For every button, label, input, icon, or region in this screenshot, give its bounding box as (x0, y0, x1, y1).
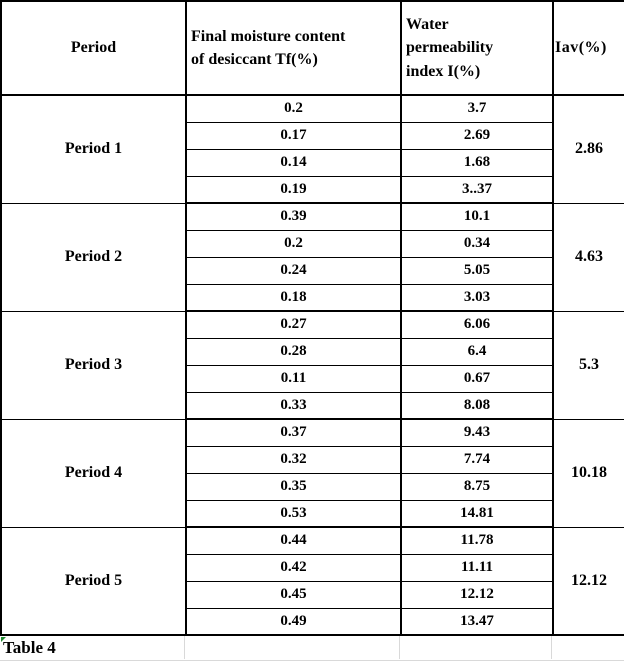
table-row: Period 5 0.44 11.78 12.12 (0, 527, 624, 636)
i-value-cell: 1.68 (400, 149, 553, 177)
table-row: 0.53 14.81 (1, 500, 624, 528)
tf-value-cell: 0.2 (185, 230, 401, 258)
table-row: 0.49 13.47 (1, 608, 624, 636)
table-row: Period 1 0.2 3.7 2.86 (0, 95, 624, 204)
tf-value-cell: 0.32 (185, 446, 401, 474)
table-row: 0.42 11.11 (1, 554, 624, 582)
i-value-cell: 8.75 (400, 473, 553, 501)
tf-value-cell: 0.45 (185, 581, 401, 609)
tf-value-cell: 0.19 (185, 176, 401, 204)
period-cell: Period 3 (0, 311, 186, 420)
table-row: 0.24 5.05 (1, 257, 624, 285)
i-value-cell: 11.11 (400, 554, 553, 582)
table-row: 0.11 0.67 (1, 365, 624, 393)
tf-value-cell: 0.18 (185, 284, 401, 312)
tf-value-cell: 0.53 (185, 500, 401, 528)
gridline (551, 636, 552, 659)
tf-value-cell: 0.14 (185, 149, 401, 177)
iav-cell: 4.63 (552, 203, 624, 312)
tf-value-cell: 0.35 (185, 473, 401, 501)
tf-value-cell: 0.42 (185, 554, 401, 582)
period-cell: Period 4 (0, 419, 186, 528)
tf-value-cell: 0.49 (185, 608, 401, 636)
i-value-cell: 2.69 (400, 122, 553, 150)
gridline (184, 636, 185, 659)
table-caption: Table 4 (3, 638, 56, 657)
tf-value-cell: 0.33 (185, 392, 401, 420)
i-value-cell: 5.05 (400, 257, 553, 285)
gridline (399, 636, 400, 659)
table-row: 0.14 1.68 (1, 149, 624, 177)
iav-cell: 2.86 (552, 95, 624, 204)
i-value-cell: 12.12 (400, 581, 553, 609)
tf-value-cell: 0.17 (185, 122, 401, 150)
tf-value-cell: 0.24 (185, 257, 401, 285)
iav-cell: 10.18 (552, 419, 624, 528)
tf-value-cell: 0.44 (185, 527, 401, 555)
table-row: Period 4 0.37 9.43 10.18 (0, 419, 624, 528)
i-value-cell: 10.1 (400, 203, 553, 231)
header-cell-period: Period (0, 1, 186, 96)
iav-cell: 12.12 (552, 527, 624, 636)
tf-value-cell: 0.27 (185, 311, 401, 339)
i-value-cell: 3..37 (400, 176, 553, 204)
table-row: 0.45 12.12 (1, 581, 624, 609)
i-value-cell: 9.43 (400, 419, 553, 447)
table-header-row: Period Final moisture content of desicca… (0, 1, 624, 96)
table-row: 0.35 8.75 (1, 473, 624, 501)
table-row: 0.19 3..37 (1, 176, 624, 204)
i-value-cell: 14.81 (400, 500, 553, 528)
i-value-cell: 6.4 (400, 338, 553, 366)
period-cell: Period 2 (0, 203, 186, 312)
period-cell: Period 1 (0, 95, 186, 204)
comment-marker-icon (1, 637, 6, 642)
table-row: 0.2 0.34 (1, 230, 624, 258)
i-value-cell: 0.67 (400, 365, 553, 393)
header-cell-iav: Iav(%) (552, 1, 624, 96)
i-value-cell: 3.03 (400, 284, 553, 312)
table-row: Period 2 0.39 10.1 4.63 (0, 203, 624, 312)
table-row: 0.17 2.69 (1, 122, 624, 150)
table-row: Period 3 0.27 6.06 5.3 (0, 311, 624, 420)
tf-value-cell: 0.39 (185, 203, 401, 231)
data-table: Period Final moisture content of desicca… (0, 0, 624, 636)
header-cell-tf: Final moisture content of desiccant Tf(%… (185, 1, 401, 96)
i-value-cell: 8.08 (400, 392, 553, 420)
table-row: 0.33 8.08 (1, 392, 624, 420)
table-row: 0.28 6.4 (1, 338, 624, 366)
i-value-cell: 7.74 (400, 446, 553, 474)
i-value-cell: 3.7 (400, 95, 553, 123)
i-value-cell: 11.78 (400, 527, 553, 555)
spreadsheet-gridline-strip: Table 4 (0, 636, 624, 664)
i-value-cell: 0.34 (400, 230, 553, 258)
gridline (0, 660, 624, 661)
i-value-cell: 6.06 (400, 311, 553, 339)
iav-cell: 5.3 (552, 311, 624, 420)
table-row: 0.18 3.03 (1, 284, 624, 312)
table-row: 0.32 7.74 (1, 446, 624, 474)
i-value-cell: 13.47 (400, 608, 553, 636)
tf-value-cell: 0.28 (185, 338, 401, 366)
tf-value-cell: 0.37 (185, 419, 401, 447)
tf-value-cell: 0.11 (185, 365, 401, 393)
tf-value-cell: 0.2 (185, 95, 401, 123)
header-cell-i: Water permeability index I(%) (400, 1, 553, 96)
period-cell: Period 5 (0, 527, 186, 636)
